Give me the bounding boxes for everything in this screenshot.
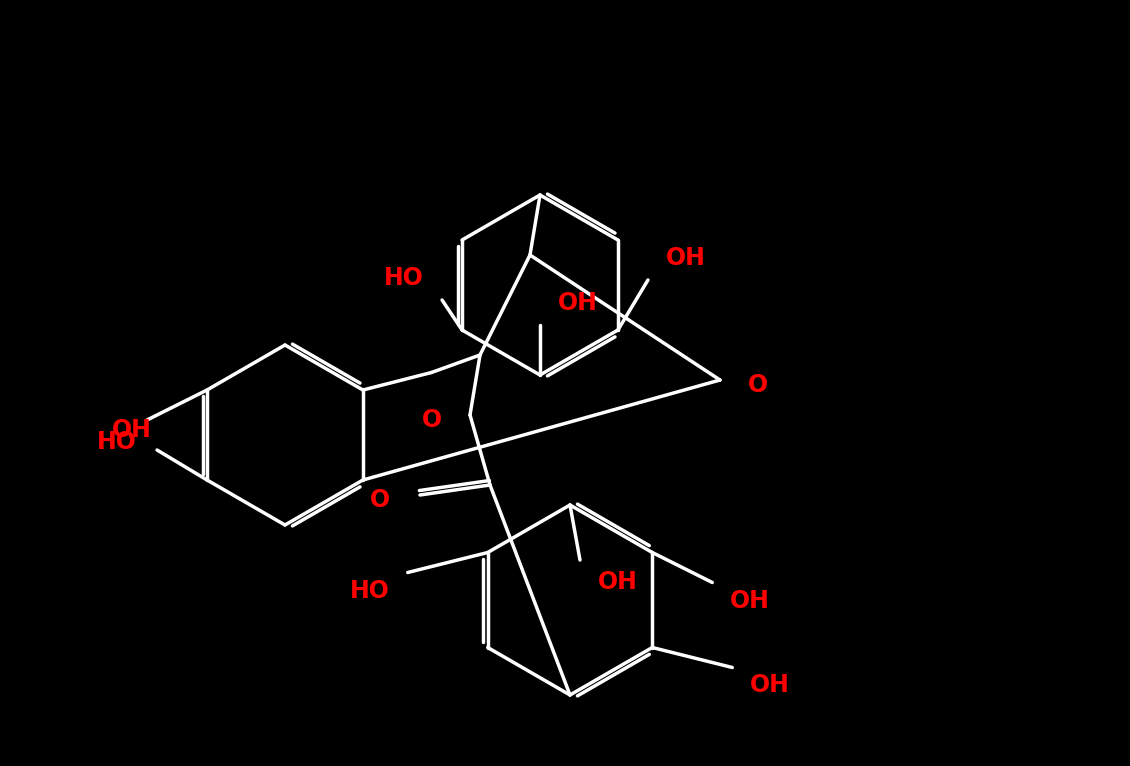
Text: OH: OH <box>598 570 637 594</box>
Text: O: O <box>421 408 442 432</box>
Text: OH: OH <box>558 291 598 315</box>
Text: O: O <box>748 373 768 397</box>
Text: OH: OH <box>112 418 153 442</box>
Text: OH: OH <box>666 246 706 270</box>
Text: HO: HO <box>384 266 424 290</box>
Text: HO: HO <box>97 430 137 454</box>
Text: OH: OH <box>750 673 790 698</box>
Text: HO: HO <box>350 578 390 603</box>
Text: O: O <box>370 488 390 512</box>
Text: OH: OH <box>730 588 771 613</box>
